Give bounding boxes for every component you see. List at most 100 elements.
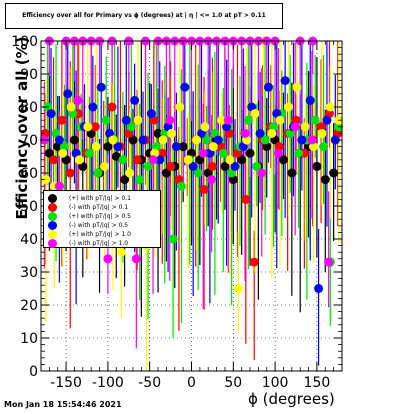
timestamp-footer: Mon Jan 18 15:54:46 2021 [4,400,122,409]
data-point [93,168,103,178]
y-tick-label: 60 [20,166,38,182]
data-point [175,102,185,112]
data-point [103,254,113,264]
data-point [166,161,176,171]
data-point [113,142,123,152]
data-point [132,155,142,165]
data-point [183,155,193,165]
data-point [263,82,273,92]
data-point [324,257,334,267]
data-point [207,175,217,185]
y-tick-label: 30 [20,265,38,281]
data-point [188,161,198,171]
x-tick-label: 100 [262,375,289,391]
data-point [305,95,315,105]
x-tick-label: -50 [138,375,161,391]
data-point [319,142,329,152]
y-tick-label: 50 [20,199,38,215]
data-point [320,175,330,185]
data-point [193,168,203,178]
legend-marker [48,203,57,212]
legend-entry: (-) with pT/|q| > 0.5 [48,221,128,230]
data-point [223,115,233,125]
data-point [54,181,64,191]
x-axis-label: ϕ (degrees) [248,390,335,408]
legend-label: (-) with pT/|q| > 0.5 [69,222,129,229]
data-point [168,234,178,244]
data-point [207,161,217,171]
data-point [249,257,259,267]
chart-title: Efficiency over all for Primary vs ϕ (de… [22,12,266,19]
data-point [240,128,250,138]
data-point [316,122,326,132]
legend-entry: (+) with pT/|q| > 0.1 [48,194,131,203]
data-point [233,284,243,293]
data-point [103,142,113,152]
data-point [101,115,111,125]
data-point [41,175,51,185]
data-point [46,109,56,119]
data-point [213,135,223,145]
data-point [322,115,332,125]
data-point [108,135,118,145]
data-point [125,168,135,178]
legend-entry: (-) with pT/|q| > 0.1 [48,203,128,212]
legend-marker [48,221,57,230]
y-tick-label: 0 [29,364,38,380]
data-point [312,161,322,171]
data-point [49,155,59,165]
legend-marker [48,239,57,248]
data-point [128,135,138,145]
data-point [116,247,126,257]
data-point [314,284,324,293]
legend-marker [48,230,57,239]
data-point [84,148,94,158]
data-point [146,109,156,119]
y-tick-label: 80 [20,100,38,116]
data-point [297,135,307,145]
data-point [255,128,265,138]
data-point [153,128,163,138]
data-point [138,135,148,145]
data-point [111,152,121,161]
legend-marker [48,194,57,203]
data-point [280,76,290,86]
data-point [40,128,50,138]
y-tick-label: 100 [11,34,38,50]
data-point [158,135,168,145]
data-point [83,122,93,132]
data-point [96,82,106,92]
data-point [143,161,153,171]
data-point [225,155,235,165]
x-tick-label: -100 [92,375,124,391]
data-point [245,148,255,158]
legend-label: (+) with pT/|q| > 1.0 [69,231,131,238]
legend-label: (+) with pT/|q| > 0.5 [69,213,131,220]
x-tick-label: 0 [187,375,196,391]
data-point [44,148,54,158]
data-point [121,115,131,125]
legend-entry: (+) with pT/|q| > 0.5 [48,212,131,221]
data-point [88,102,98,112]
data-point [208,142,218,152]
data-point [135,175,145,185]
data-point [300,122,310,132]
data-point [243,115,253,125]
data-point [161,168,171,178]
data-point [252,161,262,171]
data-point [198,148,208,158]
data-point [199,185,209,194]
legend-label: (-) with pT/|q| > 1.0 [69,240,129,247]
data-point [218,148,228,158]
data-point [63,89,73,99]
data-point [180,82,190,92]
data-point [66,102,76,112]
data-point [91,142,101,152]
data-point [130,95,140,105]
data-point [275,115,285,125]
data-point [217,115,227,125]
y-tick-label: 70 [20,133,38,149]
data-point [100,161,110,171]
legend-entry: (+) with pT/|q| > 1.0 [48,230,131,239]
data-point [202,135,212,145]
